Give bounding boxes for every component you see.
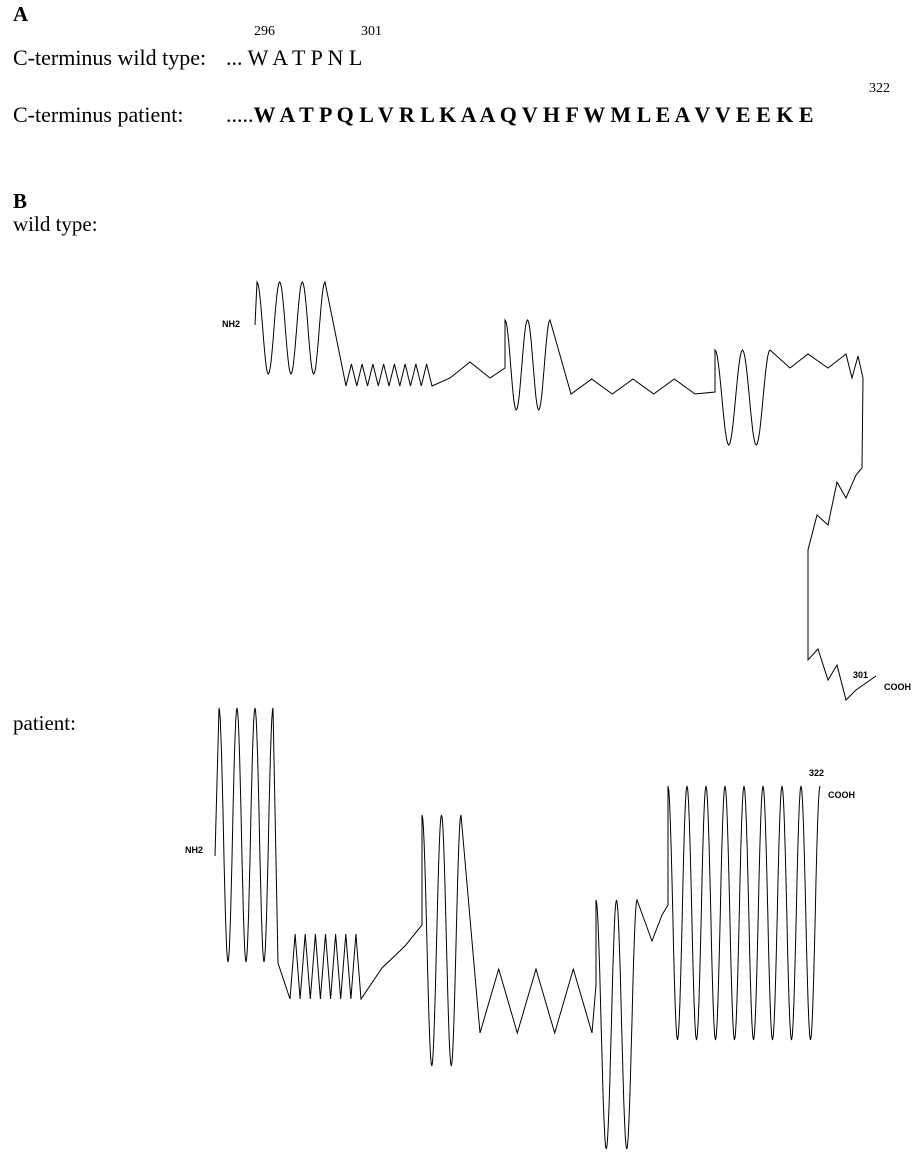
wild-type-c-terminus-label: COOH — [884, 682, 911, 692]
patient-structure-label: patient: — [13, 711, 76, 735]
wild-type-c-terminus-number: 301 — [853, 670, 869, 680]
panel-a-letter: A — [13, 2, 29, 26]
wild-type-prefix: ... — [226, 45, 243, 70]
patient-sequence-label: C-terminus patient: — [13, 102, 184, 127]
patient-prefix: ..... — [226, 102, 254, 127]
patient-residues: W A T P Q L V R L K A A Q V H F W M L E … — [253, 102, 814, 127]
wild-type-n-terminus-label: NH2 — [222, 319, 241, 329]
patient-c-terminus-number: 322 — [809, 768, 825, 778]
wild-type-start-number: 296 — [254, 24, 275, 39]
patient-n-terminus-label: NH2 — [185, 845, 204, 855]
patient-structure-trace — [214, 707, 821, 1150]
wild-type-end-number: 301 — [361, 24, 382, 39]
wild-type-residues: W A T P N L — [247, 45, 363, 70]
wild-type-structure-trace — [254, 280, 877, 701]
wild-type-sequence: ... W A T P N L — [226, 45, 362, 71]
patient-end-number: 322 — [869, 81, 890, 96]
panel-b-letter: B — [13, 189, 28, 213]
wild-type-sequence-label: C-terminus wild type: — [13, 45, 207, 70]
patient-sequence: .....W A T P Q L V R L K A A Q V H F W M… — [226, 102, 814, 128]
patient-c-terminus-label: COOH — [828, 790, 855, 800]
wild-type-structure-label: wild type: — [13, 212, 98, 236]
